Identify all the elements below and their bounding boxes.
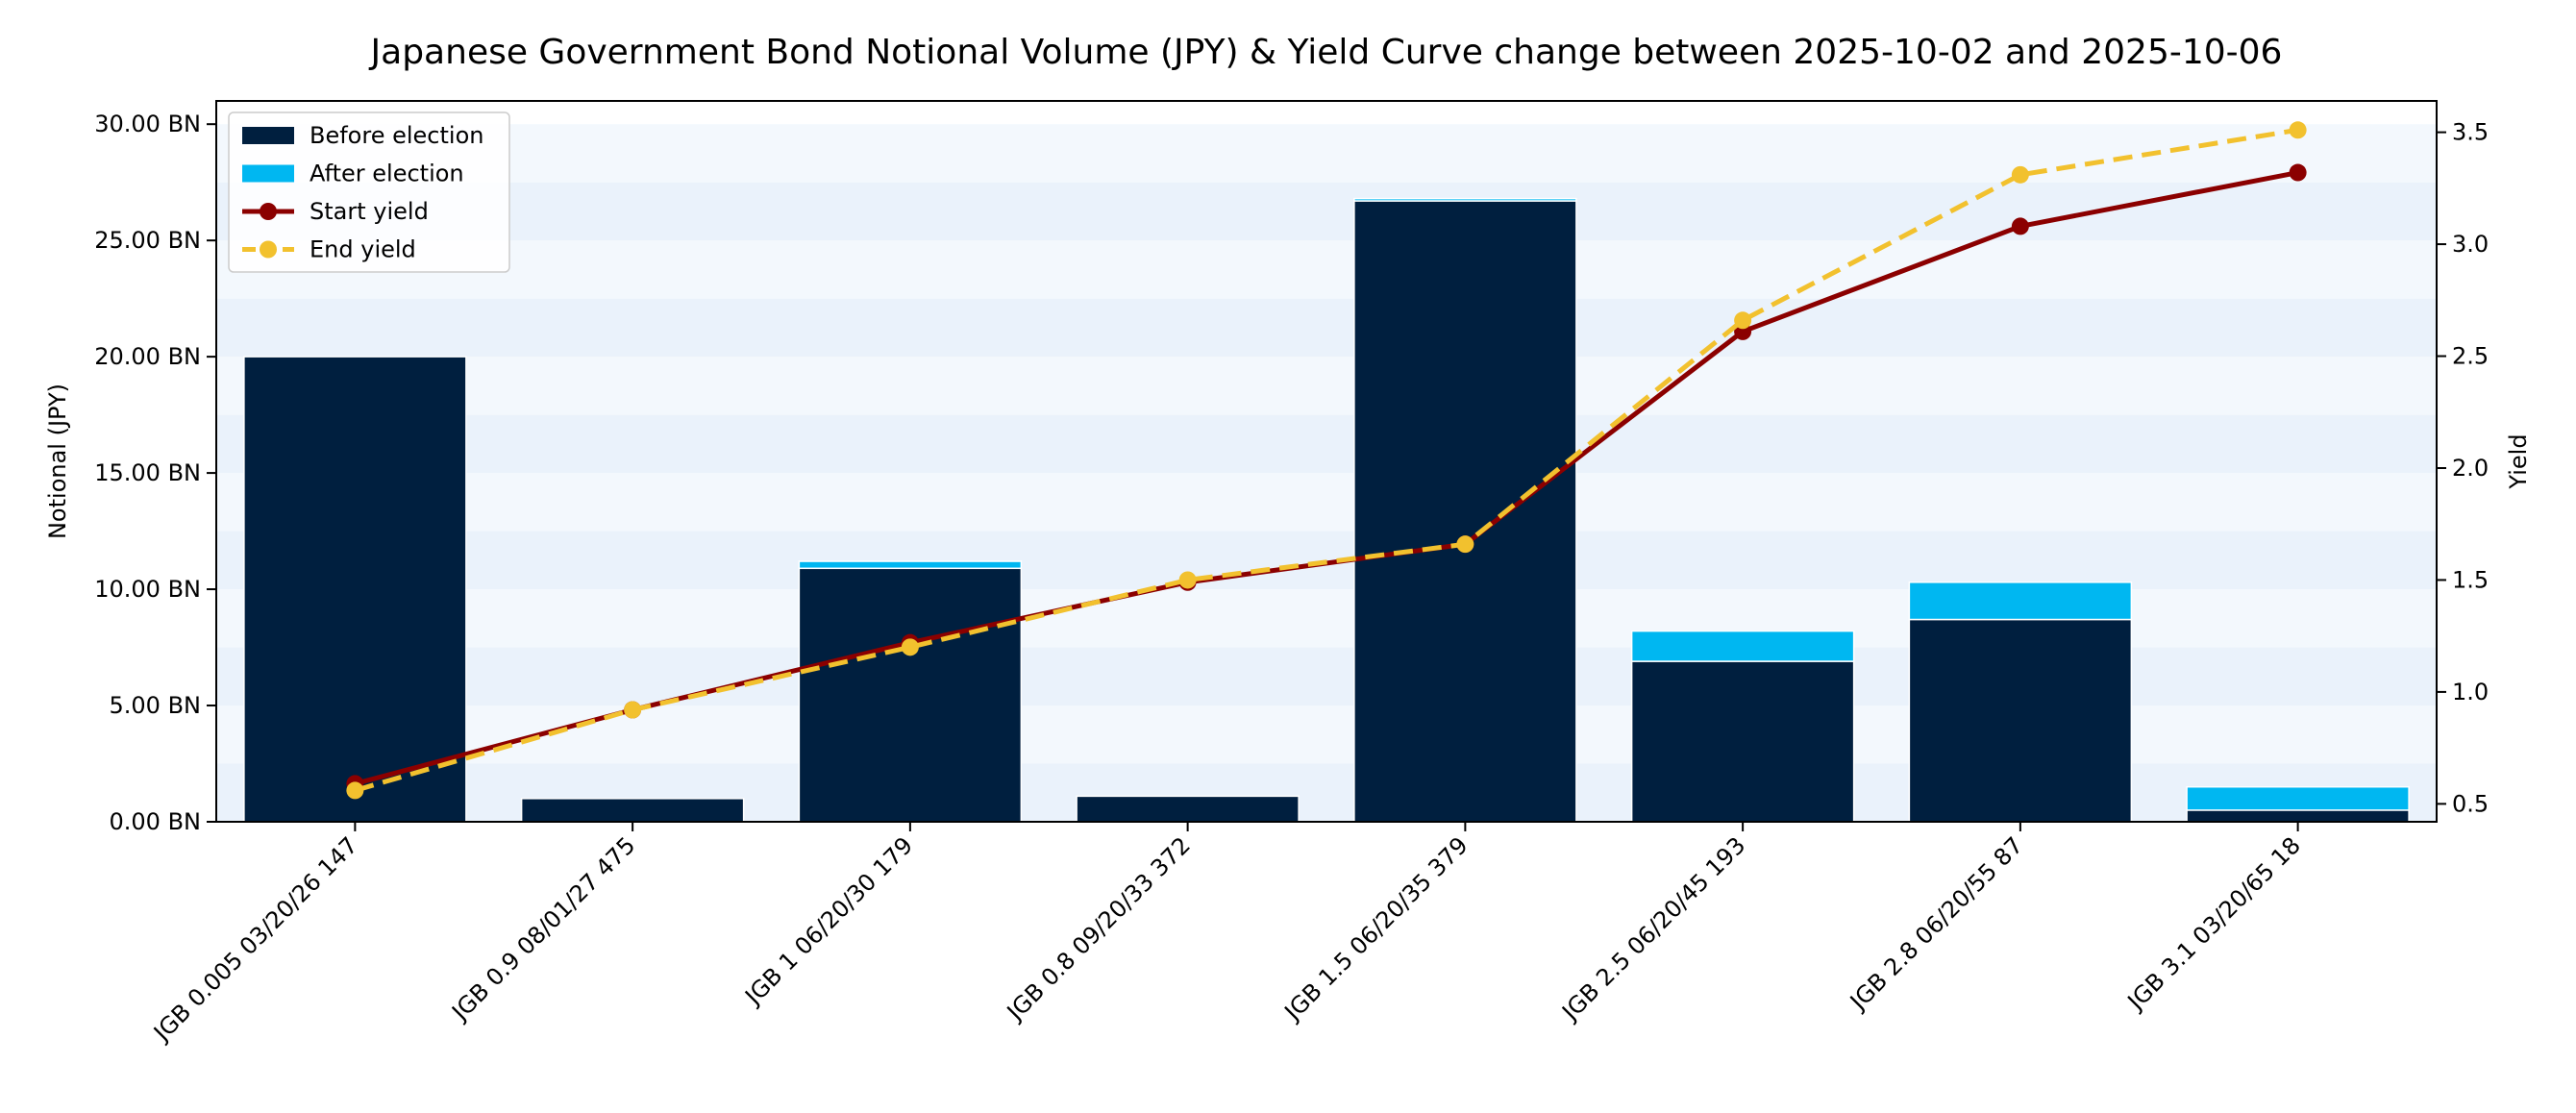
end-yield-point [2011,165,2029,184]
right-tick-label: 2.0 [2452,455,2489,482]
bar-after-election [798,560,1023,570]
background-band [216,124,2437,183]
x-tick-label: JGB 3.1 03/20/65 18 [2121,831,2306,1016]
end-yield-point [1456,535,1474,554]
legend-marker [260,240,277,259]
background-band [216,182,2437,241]
yield-lines-group [346,121,2307,800]
end-yield-point [1178,571,1197,589]
x-tick-label: JGB 1.5 06/20/35 379 [1278,831,1474,1026]
legend-swatch-before-election [242,127,294,144]
bar-before-election [243,356,467,823]
left-tick-label: 25.00 BN [94,227,201,254]
bars-group [243,197,2410,823]
background-band [216,240,2437,299]
background-band [216,473,2437,532]
background-band [216,298,2437,358]
left-tick-label: 15.00 BN [94,459,201,486]
legend-swatch-after-election [242,164,294,183]
right-tick-label: 3.0 [2452,231,2489,258]
right-tick-label: 1.5 [2452,566,2489,593]
bar-before-election [1908,618,2133,823]
legend: Before election After election Start yield… [228,111,510,273]
left-tick-label: 10.00 BN [94,576,201,603]
left-axis: 0.00 BN 5.00 BN 10.00 BN 15.00 BN 20.00 BN 25… [94,111,216,835]
left-tick-label: 20.00 BN [94,343,201,370]
legend-label: End yield [310,236,416,263]
end-yield-point [346,781,364,800]
x-tick-label: JGB 0.8 09/20/33 372 [1001,831,1196,1026]
bar-after-election [1630,630,1855,662]
chart-title: Japanese Government Bond Notional Volume… [369,33,2283,72]
right-axis: 0.5 1.0 1.5 2.0 2.5 3.0 3.5 [2437,119,2489,817]
x-tick-label: JGB 2.5 06/20/45 193 [1556,831,1751,1026]
background-band [216,357,2437,415]
left-tick-label: 5.00 BN [110,692,201,719]
right-axis-label: Yield [2505,433,2532,489]
right-tick-label: 3.5 [2452,119,2489,146]
plot-frame [215,100,2438,823]
bar-after-election [2186,785,2410,811]
bar-after-election [1353,197,1577,202]
x-axis: JGB 0.005 03/20/26 147 JGB 0.9 08/01/27 4… [147,822,2306,1048]
end-yield-point [901,638,919,656]
end-yield-point [624,701,642,719]
start-yield-point [2011,217,2029,235]
end-yield-line [354,127,2299,793]
bar-before-election [798,567,1023,823]
legend-label: Before election [310,122,483,149]
right-tick-label: 0.5 [2452,790,2489,817]
bar-before-election [1353,200,1577,823]
left-tick-label: 30.00 BN [94,111,201,137]
background-band [216,414,2437,474]
right-tick-label: 2.5 [2452,343,2489,370]
x-tick-label: JGB 0.9 08/01/27 475 [446,831,641,1026]
legend-box [228,111,510,273]
bar-before-election [520,798,745,823]
end-yield-point [2289,121,2307,139]
bar-after-election [1908,581,2133,621]
legend-marker [260,203,277,220]
left-tick-label: 0.00 BN [110,808,201,835]
start-yield-point [2289,163,2307,182]
bar-before-election [1630,660,1855,823]
x-tick-label: JGB 1 06/20/30 179 [739,831,919,1011]
left-axis-label: Notional (JPY) [44,383,71,539]
bar-before-election [2186,809,2410,823]
end-yield-point [1734,311,1752,330]
legend-label: Start yield [310,198,429,225]
right-tick-label: 1.0 [2452,679,2489,705]
x-tick-label: JGB 0.005 03/20/26 147 [147,831,362,1047]
x-tick-label: JGB 2.8 06/20/55 87 [1844,831,2028,1016]
bar-before-election [1076,795,1300,823]
legend-label: After election [310,161,464,187]
